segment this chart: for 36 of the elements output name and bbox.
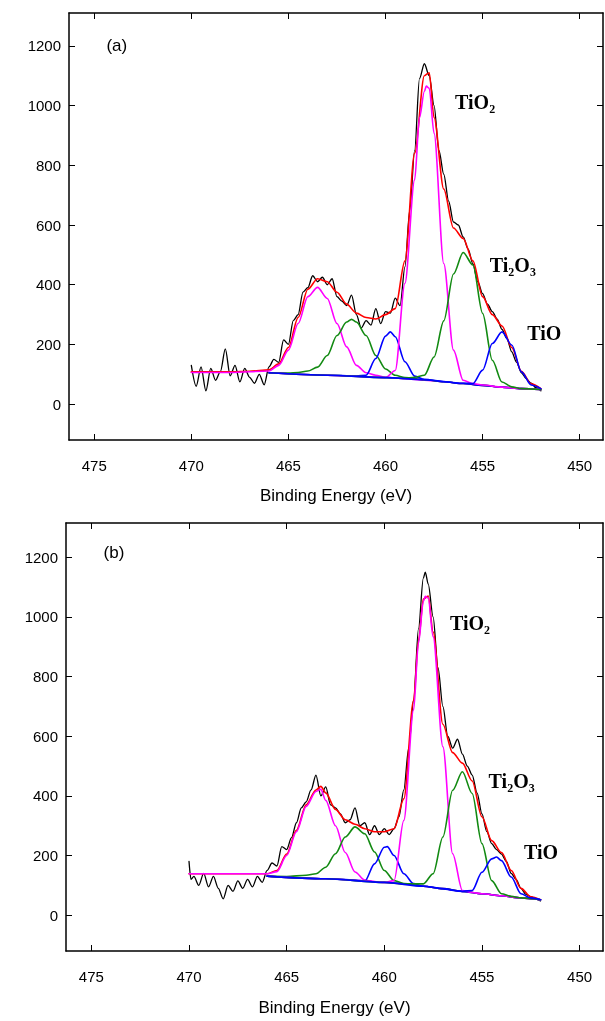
y-tick-label: 1000 <box>27 97 61 115</box>
y-tick-label: 200 <box>35 335 61 353</box>
x-axis-title: Binding Energy (eV) <box>259 486 413 505</box>
x-tick-label: 450 <box>567 968 593 985</box>
y-tick-label: 400 <box>32 787 58 805</box>
x-tick-label: 475 <box>78 968 104 985</box>
x-tick-label: 470 <box>176 968 202 985</box>
y-tick-label: 400 <box>35 276 61 294</box>
y-tick-label: 600 <box>32 727 58 745</box>
y-tick-label: 1200 <box>27 37 61 55</box>
x-tick-label: 460 <box>373 457 399 474</box>
x-axis-title: Binding Energy (eV) <box>258 998 411 1017</box>
y-tick-label: 200 <box>32 847 58 865</box>
annotation: TiO <box>527 321 562 344</box>
annotation: (a) <box>106 35 128 55</box>
x-tick-label: 455 <box>469 968 495 985</box>
y-tick-label: 0 <box>49 906 58 924</box>
annotation: Ti₂O₃ <box>489 253 536 276</box>
x-tick-label: 465 <box>274 968 300 985</box>
x-tick-label: 455 <box>470 457 496 474</box>
y-tick-label: 800 <box>32 668 58 686</box>
annotation: TiO₂ <box>449 612 491 635</box>
x-tick-label: 450 <box>567 457 593 474</box>
annotation: TiO₂ <box>455 90 496 113</box>
x-tick-label: 465 <box>275 457 301 474</box>
annotation: (b) <box>103 543 125 563</box>
annotation: Ti₂O₃ <box>488 769 535 792</box>
x-tick-label: 460 <box>371 968 397 985</box>
y-tick-label: 800 <box>35 156 61 174</box>
annotation: TiO <box>524 840 559 863</box>
y-tick-label: 0 <box>52 395 61 413</box>
y-tick-label: 1200 <box>24 548 58 566</box>
x-tick-label: 475 <box>81 457 107 474</box>
y-tick-label: 1000 <box>24 608 58 626</box>
y-tick-label: 600 <box>35 216 61 234</box>
x-tick-label: 470 <box>178 457 204 474</box>
